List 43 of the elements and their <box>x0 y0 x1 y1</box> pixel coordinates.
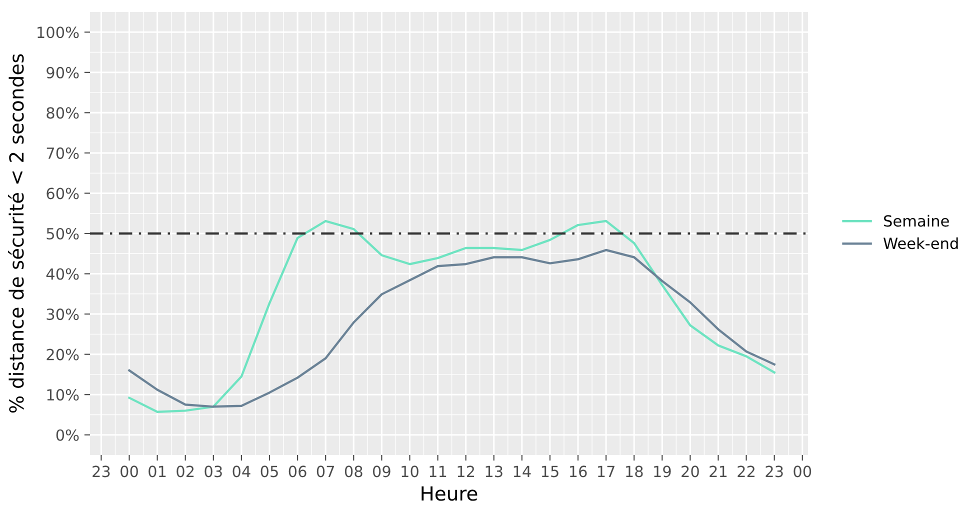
x-tick-label: 07 <box>316 466 334 478</box>
x-tick-label: 23 <box>92 466 110 478</box>
x-tick-label: 11 <box>430 466 446 478</box>
y-tick-label: 10% <box>47 389 79 401</box>
y-tick-label: 30% <box>46 308 79 320</box>
x-tick-label: 12 <box>458 466 474 478</box>
x-tick-label: 00 <box>794 466 812 478</box>
x-tick-label: 21 <box>710 466 727 478</box>
x-tick-label: 19 <box>654 466 671 478</box>
y-tick-label: 40% <box>46 268 79 280</box>
y-tick-label: 90% <box>46 66 79 78</box>
x-tick-label: 16 <box>570 466 587 478</box>
legend-label: Week-end <box>884 237 958 250</box>
y-tick-label: 80% <box>46 107 79 119</box>
y-axis-title: % distance de sécurité < 2 secondes <box>8 54 24 413</box>
line-series <box>128 248 776 408</box>
x-tick-label: 04 <box>232 466 250 478</box>
x-tick-label: 10 <box>402 466 418 478</box>
y-tick-label: 0% <box>56 429 79 441</box>
x-tick-label: 05 <box>260 466 278 478</box>
x-tick-label: 01 <box>148 466 166 478</box>
x-tick-label: 09 <box>372 466 390 478</box>
y-tick-label: 100% <box>38 26 79 38</box>
x-tick-label: 15 <box>542 466 558 478</box>
x-tick-label: 23 <box>766 466 783 478</box>
x-axis-title: Heure <box>422 486 478 501</box>
x-tick-label: 06 <box>288 466 306 478</box>
x-tick-label: 17 <box>598 466 614 478</box>
x-tick-label: 00 <box>120 466 138 478</box>
y-tick-label: 50% <box>46 228 79 240</box>
line-series <box>128 220 776 414</box>
x-tick-label: 22 <box>738 466 754 478</box>
x-tick-label: 02 <box>176 466 194 478</box>
x-tick-label: 08 <box>344 466 362 478</box>
x-tick-label: 18 <box>626 466 643 478</box>
y-tick-label: 70% <box>46 147 79 159</box>
x-tick-label: 13 <box>486 466 502 478</box>
y-tick-label: 60% <box>46 188 79 200</box>
x-tick-label: 20 <box>682 466 699 478</box>
legend-label: Semaine <box>884 214 949 227</box>
x-tick-label: 03 <box>204 466 222 478</box>
x-tick-label: 14 <box>514 466 531 478</box>
y-tick-label: 20% <box>46 348 79 360</box>
